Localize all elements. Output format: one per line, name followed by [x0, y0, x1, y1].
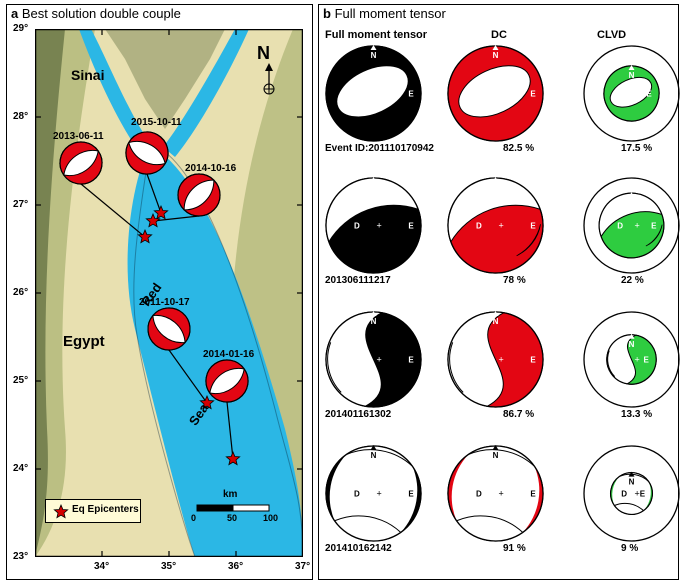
column-header: CLVD — [597, 29, 626, 41]
svg-text:E: E — [408, 490, 414, 499]
dc-percentage: 86.7 % — [503, 409, 534, 420]
beachball: N D E + — [325, 45, 422, 142]
svg-text:D: D — [621, 490, 627, 499]
svg-text:N: N — [493, 451, 499, 460]
svg-text:E: E — [408, 90, 414, 99]
panel-b-tensors: b Full moment tensorFull moment tensorDC… — [318, 4, 679, 580]
svg-text:+: + — [499, 489, 504, 499]
clvd-percentage: 13.3 % — [621, 409, 652, 420]
panel-b-title: Full moment tensor — [335, 6, 446, 21]
beachball: N D E + — [583, 45, 680, 142]
svg-text:D: D — [476, 490, 482, 499]
svg-text:E: E — [408, 356, 414, 365]
event-date-label: 2011-10-17 — [139, 297, 190, 308]
panel-a-title: Best solution double couple — [22, 6, 181, 21]
svg-text:D: D — [617, 222, 623, 231]
svg-text:N: N — [629, 340, 635, 349]
legend: Eq Epicenters — [45, 499, 141, 523]
svg-text:N: N — [493, 51, 499, 60]
svg-text:D: D — [476, 356, 482, 365]
beachball: N D E + — [447, 177, 544, 274]
event-id: 201401161302 — [325, 409, 391, 420]
legend-text: Eq Epicenters — [72, 504, 139, 515]
svg-text:+: + — [635, 89, 640, 99]
svg-text:N: N — [371, 317, 377, 326]
svg-text:N: N — [629, 71, 635, 80]
svg-text:E: E — [530, 222, 536, 231]
svg-text:+: + — [635, 489, 640, 499]
clvd-percentage: 9 % — [621, 543, 638, 554]
svg-text:D: D — [354, 356, 360, 365]
svg-text:+: + — [377, 89, 382, 99]
svg-text:E: E — [651, 222, 657, 231]
beachball: N D E + — [447, 445, 544, 542]
event-date-label: 2014-10-16 — [185, 163, 236, 174]
svg-text:D: D — [354, 222, 360, 231]
svg-text:E: E — [530, 356, 536, 365]
beachball: N D E + — [325, 311, 422, 408]
svg-text:D: D — [620, 356, 626, 365]
svg-text:E: E — [530, 490, 536, 499]
beachball: N D E + — [325, 445, 422, 542]
svg-text:N: N — [493, 317, 499, 326]
svg-text:N: N — [493, 183, 499, 192]
clvd-percentage: 22 % — [621, 275, 644, 286]
svg-text:+: + — [499, 221, 504, 231]
svg-text:N: N — [371, 51, 377, 60]
dc-percentage: 82.5 % — [503, 143, 534, 154]
column-header: Full moment tensor — [325, 29, 427, 41]
region-label: Sinai — [71, 67, 104, 83]
svg-text:D: D — [354, 90, 360, 99]
event-date-label: 2013-06-11 — [53, 131, 104, 142]
event-id: 201410162142 — [325, 543, 392, 554]
panel-a-map: a Best solution double couple34°35°36°37… — [6, 4, 313, 580]
svg-text:N: N — [371, 183, 377, 192]
svg-text:E: E — [408, 222, 414, 231]
svg-text:D: D — [619, 90, 625, 99]
map — [35, 29, 303, 557]
beachball: N D E + — [325, 177, 422, 274]
region-label: Egypt — [63, 333, 105, 350]
clvd-percentage: 17.5 % — [621, 143, 652, 154]
svg-text:N: N — [371, 451, 377, 460]
beachball: N D E + — [447, 45, 544, 142]
event-date-label: 2014-01-16 — [203, 349, 254, 360]
beachball: N D E + — [447, 311, 544, 408]
svg-text:D: D — [354, 490, 360, 499]
svg-text:D: D — [476, 222, 482, 231]
svg-text:+: + — [635, 355, 640, 365]
svg-text:E: E — [646, 90, 652, 99]
svg-text:+: + — [635, 221, 640, 231]
svg-text:E: E — [640, 490, 646, 499]
svg-text:+: + — [377, 355, 382, 365]
event-date-label: 2015-10-11 — [131, 117, 182, 128]
svg-text:D: D — [476, 90, 482, 99]
svg-text:N: N — [629, 478, 635, 487]
event-id: 201306111217 — [325, 275, 391, 286]
svg-text:+: + — [377, 221, 382, 231]
beachball: ND E + — [583, 311, 680, 408]
dc-percentage: 91 % — [503, 543, 526, 554]
dc-percentage: 78 % — [503, 275, 526, 286]
beachball: N D E + — [583, 177, 680, 274]
beachball: ND E+ — [583, 445, 680, 542]
svg-text:E: E — [644, 356, 650, 365]
svg-text:+: + — [499, 355, 504, 365]
svg-text:+: + — [377, 489, 382, 499]
column-header: DC — [491, 29, 507, 41]
svg-text:N: N — [629, 198, 635, 207]
event-id: Event ID:201110170942 — [325, 143, 434, 154]
svg-text:E: E — [530, 90, 536, 99]
svg-text:+: + — [499, 89, 504, 99]
